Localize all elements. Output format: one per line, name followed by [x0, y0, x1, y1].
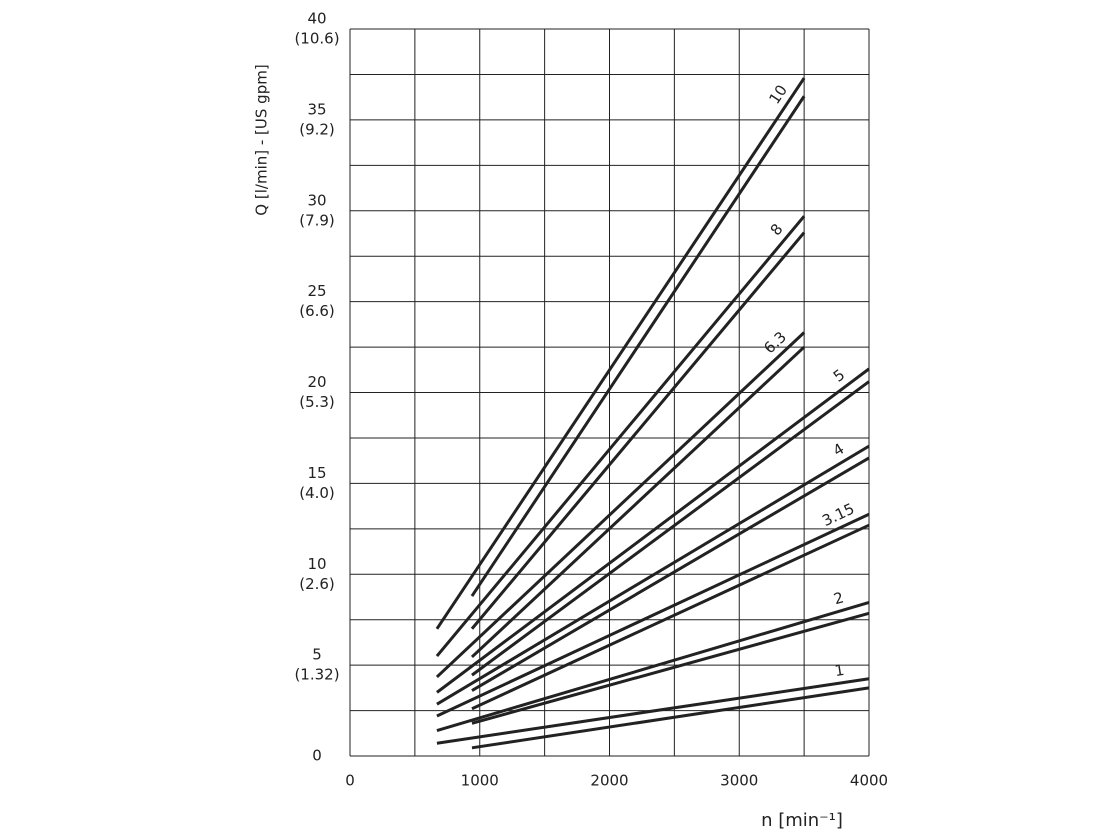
series-line	[471, 686, 870, 750]
series-line	[436, 600, 870, 732]
y-tick-gpm-label: (7.9)	[299, 211, 335, 229]
y-tick-gpm-label: (9.2)	[299, 120, 335, 138]
x-tick-label: 0	[345, 772, 355, 790]
series-label: 3.15	[819, 500, 857, 530]
x-tick-label: 1000	[461, 772, 499, 790]
x-tick-label: 4000	[850, 772, 888, 790]
y-tick-gpm-label: (1.32)	[294, 666, 339, 684]
y-tick-label: 5	[312, 646, 322, 664]
y-tick-label: 10	[307, 555, 326, 573]
series-line	[471, 456, 870, 692]
series-line	[436, 444, 870, 706]
series-line	[471, 380, 870, 677]
series-label: 8	[767, 220, 787, 239]
series-line	[436, 512, 870, 718]
y-tick-label: 30	[307, 191, 326, 209]
y-tick-gpm-label: (5.3)	[299, 393, 335, 411]
y-tick-gpm-label: (4.0)	[299, 484, 335, 502]
y-tick-gpm-label: (10.6)	[294, 30, 339, 48]
series-line	[470, 231, 806, 630]
series-label: 4	[830, 440, 847, 460]
series-line	[470, 345, 806, 659]
series-line	[435, 331, 806, 679]
series-label: 6.3	[760, 328, 790, 357]
y-tick-gpm-label: (2.6)	[299, 575, 335, 593]
x-tick-label: 3000	[720, 772, 758, 790]
y-tick-label: 20	[307, 373, 326, 391]
series-line	[435, 77, 806, 630]
series-line	[471, 523, 870, 711]
series-line	[435, 215, 806, 657]
y-tick-label: 15	[307, 464, 326, 482]
series-line	[436, 677, 870, 745]
series-label: 2	[831, 588, 845, 608]
y-tick-gpm-label: (6.6)	[299, 302, 335, 320]
y-tick-label: 40	[307, 10, 326, 28]
x-axis-title: n [min⁻¹]	[761, 810, 843, 831]
y-axis-title: Q [l/min] - [US gpm]	[253, 64, 271, 215]
y-tick-label: 25	[307, 282, 326, 300]
series-line	[471, 611, 870, 725]
series-label: 5	[830, 366, 848, 386]
y-tick-label: 0	[312, 747, 322, 765]
y-tick-label: 35	[307, 100, 326, 118]
series-line	[436, 367, 870, 694]
series-line	[470, 95, 806, 597]
series-label: 1	[833, 661, 845, 680]
x-tick-label: 2000	[590, 772, 628, 790]
